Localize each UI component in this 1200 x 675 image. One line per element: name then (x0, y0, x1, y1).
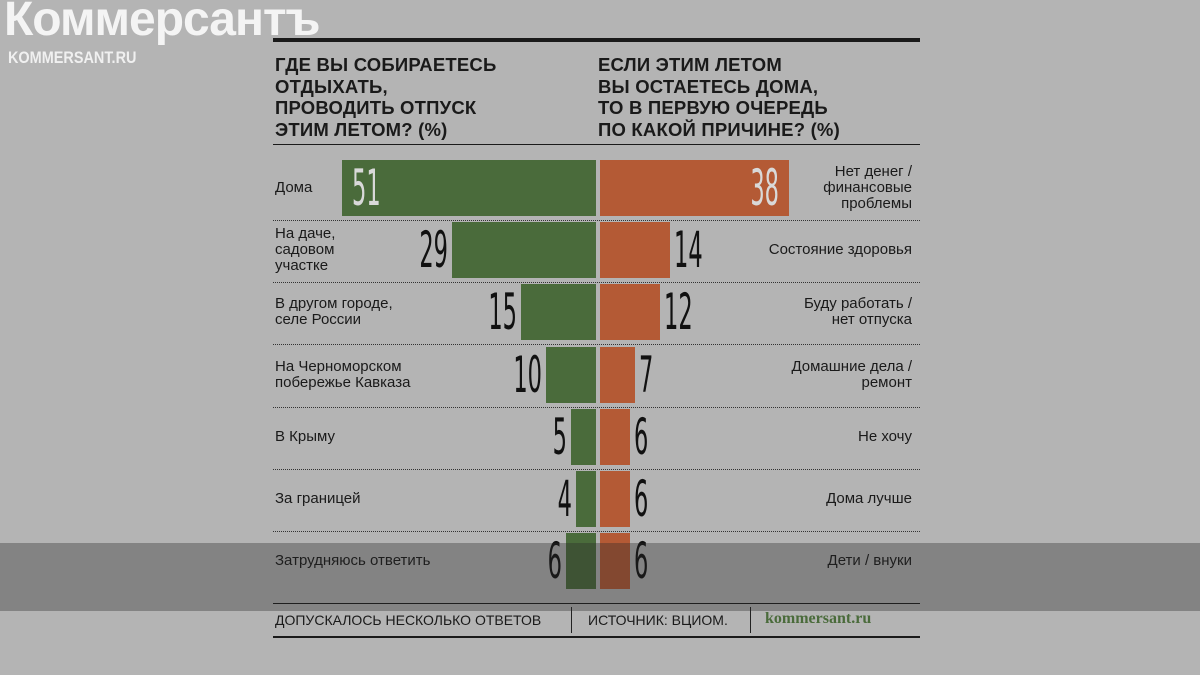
right-bar (600, 346, 635, 403)
right-category-label: Нет денег / финансовые проблемы (823, 163, 912, 212)
left-category-label: За границей (275, 490, 361, 507)
left-category-label: На даче, садовом участке (275, 225, 336, 275)
right-chart-title: ЕСЛИ ЭТИМ ЛЕТОМ ВЫ ОСТАЕТЕСЬ ДОМА, ТО В … (598, 54, 840, 140)
left-value-label: 29 (418, 221, 448, 280)
left-bar (451, 222, 596, 279)
right-category-label: Буду работать / нет отпуска (804, 295, 912, 329)
row-separator (273, 344, 920, 346)
right-category-label: Дома лучше (826, 490, 912, 507)
right-value-label: 6 (633, 532, 649, 591)
left-bar (342, 160, 596, 216)
watermark-logo: Коммерсантъ (4, 0, 320, 46)
right-value-label: 6 (633, 470, 649, 528)
top-rule (273, 38, 920, 42)
right-bar (600, 408, 630, 465)
right-bar (600, 222, 670, 279)
right-category-label: Дети / внуки (827, 552, 912, 570)
right-category-label: Не хочу (857, 427, 912, 445)
left-value-label: 51 (352, 159, 381, 217)
right-value-label: 6 (633, 407, 649, 466)
header-rule (273, 144, 920, 145)
right-bar (600, 160, 790, 216)
left-category-label: В другом городе, селе России (275, 295, 393, 329)
left-bar (546, 346, 596, 403)
right-value-label: 14 (673, 221, 703, 280)
footer-top-rule (273, 603, 920, 604)
footer-note: ДОПУСКАЛОСЬ НЕСКОЛЬКО ОТВЕТОВ (275, 612, 542, 628)
left-category-label: Затрудняюсь ответить (275, 552, 431, 570)
footer-source: ИСТОЧНИК: ВЦИОМ. (588, 612, 728, 628)
left-value-label: 6 (547, 532, 563, 591)
footer-divider (750, 607, 751, 633)
footer-divider (571, 607, 572, 633)
row-separator (273, 468, 920, 470)
right-value-label: 12 (663, 283, 693, 342)
right-bar (600, 533, 630, 590)
row-separator (273, 220, 920, 221)
watermark-band (0, 543, 1200, 611)
left-bar (571, 408, 596, 465)
left-value-label: 10 (513, 345, 543, 404)
left-category-label: Дома (275, 179, 313, 196)
left-value-label: 4 (557, 470, 573, 528)
right-category-label: Домашние дела / ремонт (791, 357, 912, 391)
watermark-url: KOMMERSANT.RU (8, 48, 137, 67)
row-separator (273, 531, 920, 532)
left-chart-title: ГДЕ ВЫ СОБИРАЕТЕСЬ ОТДЫХАТЬ, ПРОВОДИТЬ О… (275, 54, 497, 140)
footer-site[interactable]: kommersant.ru (765, 610, 872, 627)
left-bar (521, 284, 596, 341)
right-bar (600, 471, 630, 527)
left-value-label: 5 (552, 407, 568, 466)
row-separator (273, 406, 920, 408)
left-value-label: 15 (488, 283, 518, 342)
right-value-label: 38 (750, 159, 780, 217)
footer-bottom-rule (273, 636, 920, 638)
row-separator (273, 282, 920, 284)
left-category-label: На Черноморском побережье Кавказа (275, 357, 411, 391)
left-category-label: В Крыму (275, 427, 336, 445)
right-category-label: Состояние здоровья (768, 241, 912, 259)
left-bar (576, 471, 596, 527)
left-bar (566, 533, 596, 590)
right-bar (600, 284, 660, 341)
right-value-label: 7 (638, 345, 654, 404)
